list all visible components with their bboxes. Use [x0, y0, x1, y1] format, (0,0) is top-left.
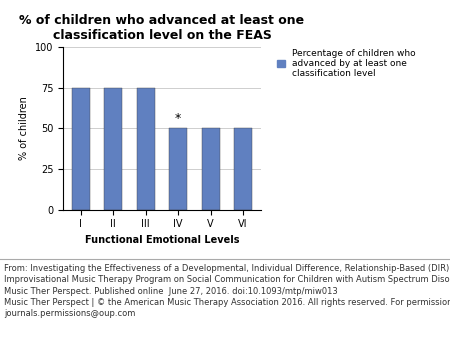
Text: *: *	[175, 112, 181, 125]
Text: From: Investigating the Effectiveness of a Developmental, Individual Difference,: From: Investigating the Effectiveness of…	[4, 264, 450, 318]
Legend: Percentage of children who
advanced by at least one
classification level: Percentage of children who advanced by a…	[277, 49, 415, 78]
Y-axis label: % of children: % of children	[19, 97, 29, 160]
Bar	[137, 88, 155, 210]
Bar	[169, 128, 187, 210]
Bar	[104, 88, 122, 210]
Bar	[202, 128, 220, 210]
X-axis label: Functional Emotional Levels: Functional Emotional Levels	[85, 235, 239, 245]
Bar	[234, 128, 252, 210]
Bar	[72, 88, 90, 210]
Title: % of children who advanced at least one
classification level on the FEAS: % of children who advanced at least one …	[19, 14, 305, 42]
